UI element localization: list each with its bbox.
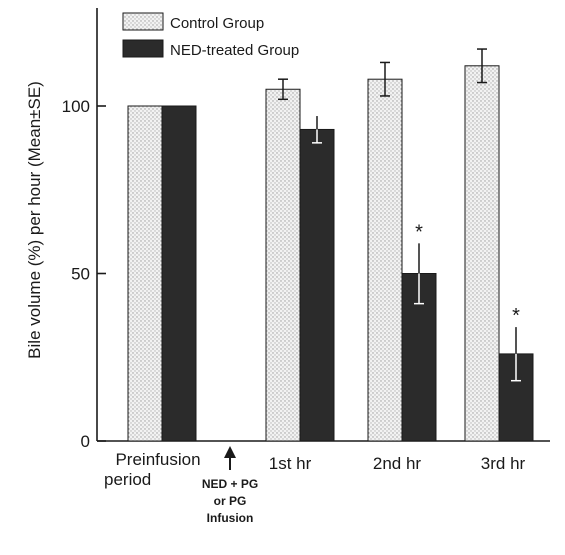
error-bar-control-2nd-hr (380, 61, 390, 97)
bar-control-1st-hr (265, 88, 301, 442)
bar-ned-preinfusion-period (161, 105, 197, 442)
infusion-annotation-line3: Infusion (206, 511, 254, 525)
y-tick-label-50: 50 (71, 265, 90, 284)
category-label-preinfusion: Preinfusion period (98, 450, 218, 490)
y-ticks: 0 50 100 (62, 97, 106, 451)
infusion-annotation-line2: or PG (213, 494, 247, 508)
infusion-annotation: NED + PG or PG Infusion (190, 476, 270, 527)
category-label-2nd-hr: 2nd hr (372, 454, 422, 473)
y-axis-label: Bile volume (%) per hour (Mean±SE) (25, 81, 44, 359)
legend-swatch-ned (122, 39, 164, 58)
legend: Control Group NED-treated Group (122, 12, 299, 59)
legend-swatch-control (122, 12, 164, 31)
error-bar-control-3rd-hr (477, 48, 487, 84)
infusion-arrow (224, 446, 236, 470)
legend-label-ned: NED-treated Group (170, 42, 299, 59)
legend-label-control: Control Group (170, 15, 264, 32)
bars: ** (127, 48, 534, 442)
category-label-preinfusion-line2: period (104, 470, 152, 489)
error-bar-ned-3rd-hr (511, 326, 521, 382)
significance-marker-3rd-hr: * (512, 305, 520, 327)
error-bar-ned-2nd-hr (414, 242, 424, 305)
significance-marker-2nd-hr: * (415, 221, 423, 243)
bar-control-2nd-hr (367, 78, 403, 442)
category-label-1st-hr: 1st hr (268, 454, 312, 473)
bar-ned-1st-hr (299, 128, 335, 442)
category-label-3rd-hr: 3rd hr (480, 454, 526, 473)
bar-control-preinfusion-period (127, 105, 163, 442)
category-label-preinfusion-line1: Preinfusion (115, 450, 201, 469)
error-bar-control-1st-hr (278, 78, 288, 101)
infusion-annotation-line1: NED + PG (201, 477, 259, 491)
error-bar-ned-1st-hr (312, 115, 322, 144)
bar-control-3rd-hr (464, 65, 500, 442)
y-tick-label-0: 0 (81, 432, 90, 451)
y-tick-label-100: 100 (62, 97, 90, 116)
